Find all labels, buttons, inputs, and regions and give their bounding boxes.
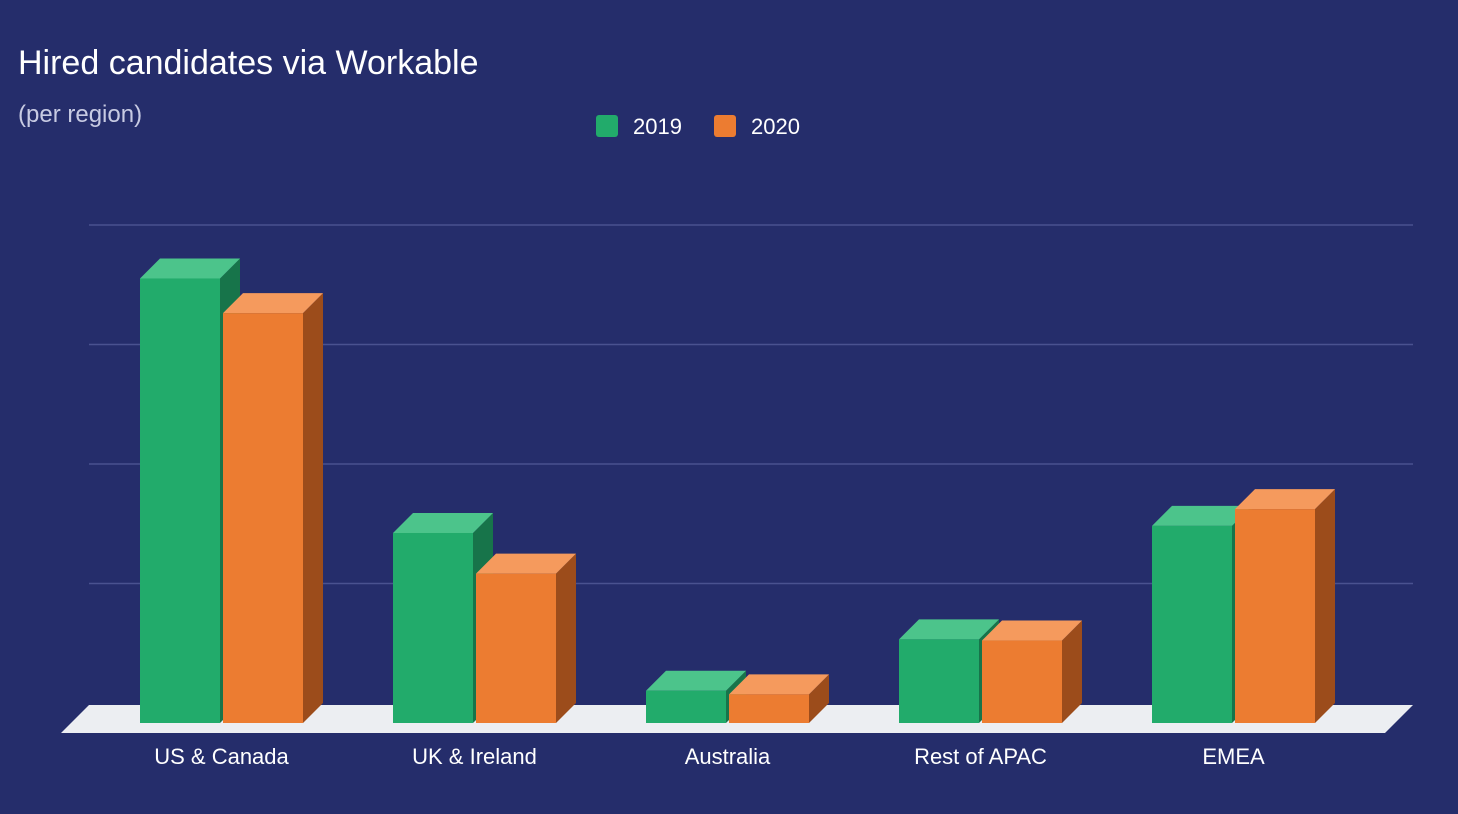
legend: 2019 2020 xyxy=(596,114,800,139)
legend-item: 2020 xyxy=(714,114,800,139)
bar-front xyxy=(982,640,1062,723)
bar-front xyxy=(140,278,220,723)
bar-top xyxy=(729,674,829,695)
x-tick-label: EMEA xyxy=(1202,744,1265,769)
x-tick-label: UK & Ireland xyxy=(412,744,537,769)
bar-top xyxy=(899,619,999,640)
bar-front xyxy=(1152,525,1232,723)
legend-item: 2019 xyxy=(596,114,682,139)
bar-front xyxy=(646,690,726,723)
bar xyxy=(729,674,829,723)
bar-top xyxy=(982,620,1082,641)
bar-side xyxy=(303,293,323,723)
bar-front xyxy=(899,639,979,723)
bar xyxy=(476,553,576,723)
x-tick-label: US & Canada xyxy=(154,744,289,769)
bar-top xyxy=(223,293,323,314)
legend-label: 2020 xyxy=(751,114,800,139)
bar-side xyxy=(556,553,576,723)
bar-top xyxy=(1235,489,1335,510)
bar-front xyxy=(393,532,473,723)
legend-swatch xyxy=(596,115,618,137)
bar xyxy=(223,293,323,723)
bar-side xyxy=(1062,620,1082,723)
bar-top xyxy=(1152,505,1252,526)
x-tick-label: Rest of APAC xyxy=(914,744,1047,769)
bar xyxy=(982,620,1082,723)
bar-top xyxy=(140,258,240,279)
bar-side xyxy=(1315,489,1335,723)
bar-front xyxy=(476,573,556,723)
chart-subtitle: (per region) xyxy=(18,101,142,128)
bar-side xyxy=(809,674,829,723)
bar-top xyxy=(476,553,576,574)
bar xyxy=(1235,489,1335,723)
legend-label: 2019 xyxy=(633,114,682,139)
bar-front xyxy=(223,313,303,723)
bars xyxy=(140,258,1335,723)
chart-title: Hired candidates via Workable xyxy=(18,44,479,82)
x-axis-labels: US & Canada UK & Ireland Australia Rest of … xyxy=(154,744,1265,769)
bar-top xyxy=(646,670,746,691)
bar-front xyxy=(1235,509,1315,723)
bar-top xyxy=(393,512,493,533)
legend-swatch xyxy=(714,115,736,137)
x-tick-label: Australia xyxy=(685,744,771,769)
bar-front xyxy=(729,694,809,723)
